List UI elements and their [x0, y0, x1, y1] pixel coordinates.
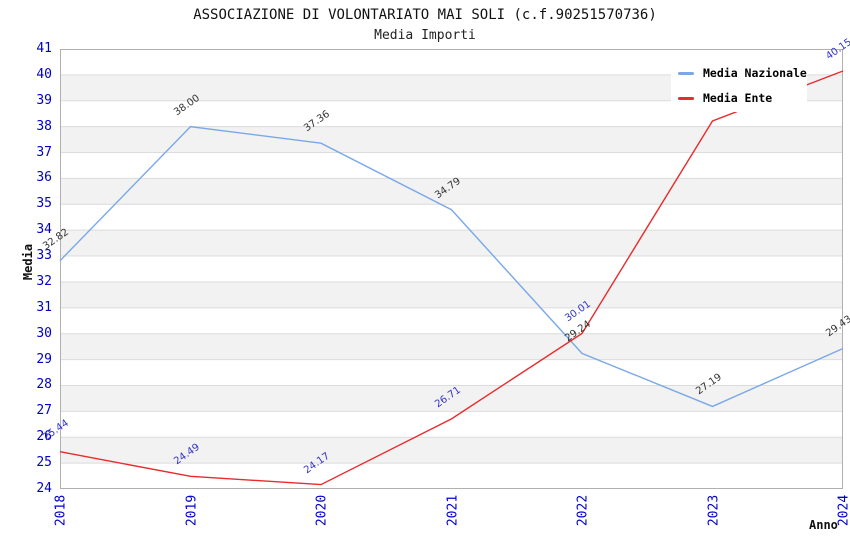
y-tick-label: 32 — [36, 273, 52, 289]
x-tick-label: 2021 — [445, 494, 460, 527]
y-tick-label: 35 — [36, 196, 52, 212]
y-tick-label: 26 — [36, 429, 52, 445]
y-tick-label: 37 — [36, 144, 52, 160]
plot-band — [60, 126, 843, 153]
x-tick-label: 2024 — [836, 494, 850, 527]
chart-title: ASSOCIAZIONE DI VOLONTARIATO MAI SOLI (c… — [193, 7, 657, 23]
y-tick-label: 24 — [36, 481, 52, 496]
plot-band — [60, 230, 843, 257]
plot-band — [60, 437, 843, 464]
plot-band — [60, 333, 843, 360]
legend: Media Nazionale Media Ente — [671, 59, 807, 112]
y-axis-title: Media — [21, 243, 36, 281]
legend-item-media-ente: Media Ente — [678, 91, 807, 105]
series-line-media-ente — [59, 70, 844, 486]
y-tick-label: 27 — [36, 403, 52, 419]
y-tick-label: 31 — [36, 299, 52, 315]
y-tick-label: 28 — [36, 377, 52, 393]
y-tick-label: 34 — [36, 222, 52, 238]
legend-item-media-nazionale: Media Nazionale — [678, 66, 807, 80]
x-axis-title: Anno — [809, 518, 838, 532]
y-tick-label: 40 — [36, 66, 52, 82]
y-tick-label: 33 — [36, 248, 52, 264]
plot-frame — [60, 49, 843, 489]
series-line-media-nazionale — [59, 125, 844, 408]
y-tick-label: 30 — [36, 325, 52, 341]
x-tick-label: 2019 — [184, 494, 199, 527]
plot-band — [60, 178, 843, 205]
x-tick-label: 2020 — [314, 494, 330, 527]
media-nazionale-line-swatch — [678, 71, 694, 75]
y-tick-label: 41 — [36, 41, 52, 56]
y-tick-label: 39 — [36, 92, 52, 108]
y-tick-label: 25 — [36, 455, 52, 471]
x-tick-label: 2018 — [53, 494, 69, 527]
y-tick-label: 38 — [36, 118, 52, 134]
legend-label-media-ente: Media Ente — [703, 91, 773, 105]
chart-subtitle: Media Importi — [374, 28, 476, 43]
x-tick-label: 2022 — [575, 494, 591, 527]
y-tick-label: 29 — [36, 351, 52, 367]
media-ente-line-swatch — [678, 96, 694, 100]
y-tick-label: 36 — [36, 170, 52, 186]
legend-label-media-nazionale: Media Nazionale — [703, 66, 807, 80]
plot-band — [60, 281, 843, 308]
x-tick-label: 2023 — [706, 494, 721, 527]
